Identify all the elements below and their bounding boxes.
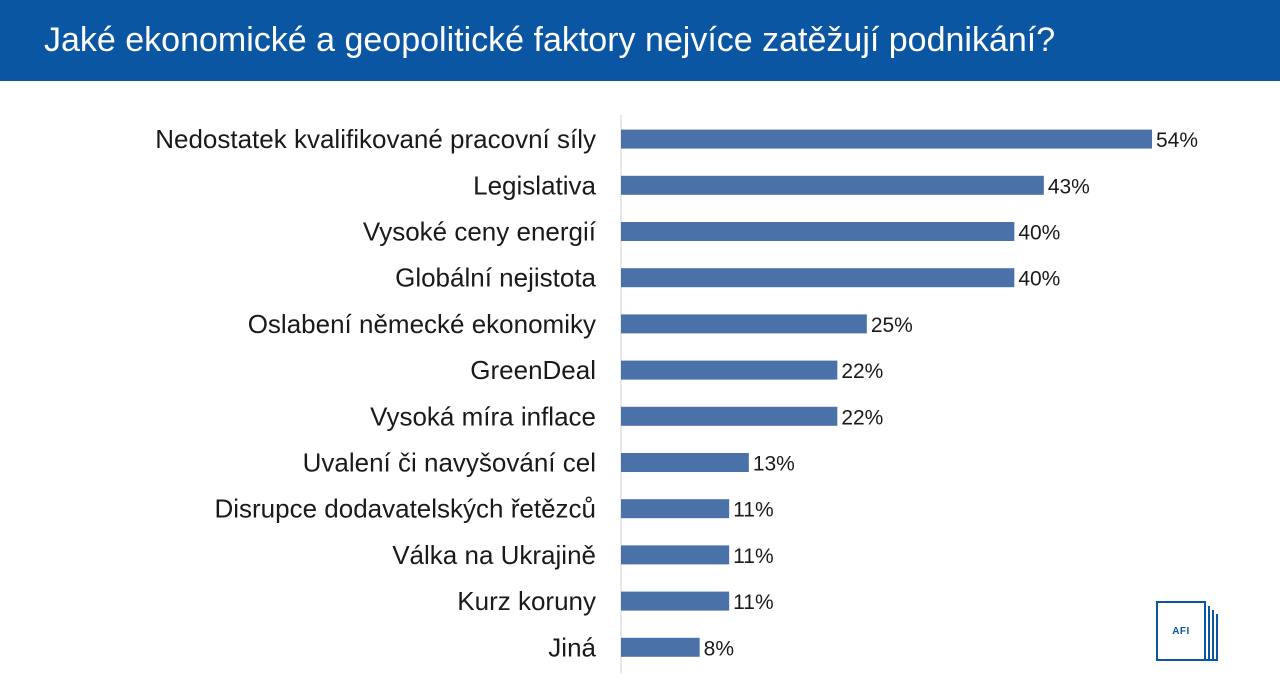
bar xyxy=(621,129,1152,149)
afi-logo: AFI xyxy=(1156,601,1218,661)
category-label: Legislativa xyxy=(473,170,596,200)
bar xyxy=(621,360,838,380)
bar xyxy=(621,499,730,519)
value-label: 40% xyxy=(1018,268,1060,291)
bar xyxy=(621,453,749,472)
value-label: 11% xyxy=(733,545,773,568)
value-label: 54% xyxy=(1156,129,1198,152)
category-label: Disrupce dodavatelských řetězců xyxy=(214,494,596,524)
category-label: Jiná xyxy=(548,632,596,662)
category-label: Globální nejistota xyxy=(395,263,596,293)
bar xyxy=(621,406,838,426)
value-label: 11% xyxy=(733,499,773,522)
bar xyxy=(621,591,730,611)
value-label: 43% xyxy=(1048,175,1090,198)
page-title: Jaké ekonomické a geopolitické faktory n… xyxy=(44,21,1056,59)
category-label: Vysoká míra inflace xyxy=(370,401,596,431)
value-label: 13% xyxy=(753,453,795,476)
value-label: 40% xyxy=(1018,222,1060,245)
bar xyxy=(621,545,730,565)
value-label: 25% xyxy=(871,314,913,337)
afi-logo-icon xyxy=(1156,601,1218,661)
bar xyxy=(621,268,1015,288)
category-label: Oslabení německé ekonomiky xyxy=(248,309,596,339)
header-bar: Jaké ekonomické a geopolitické faktory n… xyxy=(0,0,1280,81)
category-label: Kurz koruny xyxy=(457,586,596,616)
bar xyxy=(621,175,1044,195)
value-label: 22% xyxy=(841,406,883,429)
bars-group: Nedostatek kvalifikované pracovní síly 54… xyxy=(155,124,1198,662)
category-label: Uvalení či navyšování cel xyxy=(303,448,596,478)
bar xyxy=(621,222,1015,241)
category-label: Nedostatek kvalifikované pracovní síly xyxy=(155,124,596,154)
value-label: 8% xyxy=(704,637,734,660)
category-label: GreenDeal xyxy=(470,355,596,385)
logo-text: AFI xyxy=(1172,625,1190,637)
category-label: Vysoké ceny energií xyxy=(363,217,597,247)
bar xyxy=(621,314,867,334)
category-label: Válka na Ukrajině xyxy=(392,540,596,570)
bar xyxy=(621,637,700,657)
value-label: 22% xyxy=(841,360,883,383)
value-label: 11% xyxy=(733,591,773,614)
